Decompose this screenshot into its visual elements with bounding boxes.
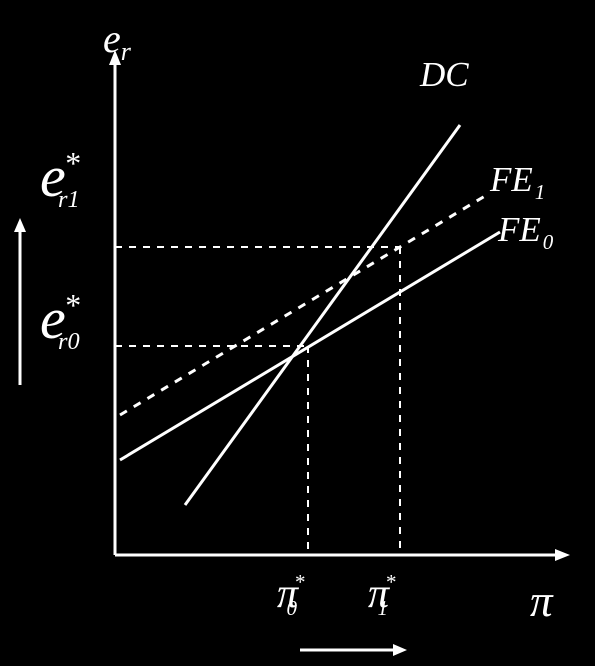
dc-label: DC: [420, 55, 469, 95]
e-star-1-label: e* r1: [40, 148, 82, 230]
y-axis-label: er: [103, 15, 131, 62]
fe1-line: [120, 193, 490, 415]
fe1-label: FE1: [490, 160, 543, 200]
pi-star-0-label: π*0: [277, 573, 319, 615]
x-axis-arrow: [555, 549, 570, 561]
axes: [109, 50, 570, 561]
e-star-0-label: e* r0: [40, 290, 82, 372]
pi-star-1-label: π*1: [368, 573, 410, 615]
shift-arrow-horizontal-head: [393, 644, 407, 656]
x-axis-label: π: [530, 575, 553, 627]
fe0-label: FE0: [498, 210, 551, 250]
shift-arrow-vertical-head: [14, 218, 26, 232]
economics-chart: er π DC FE1 FE0 e* r1 e* r0 π*0 π*1: [0, 0, 595, 666]
dc-line: [185, 125, 460, 505]
